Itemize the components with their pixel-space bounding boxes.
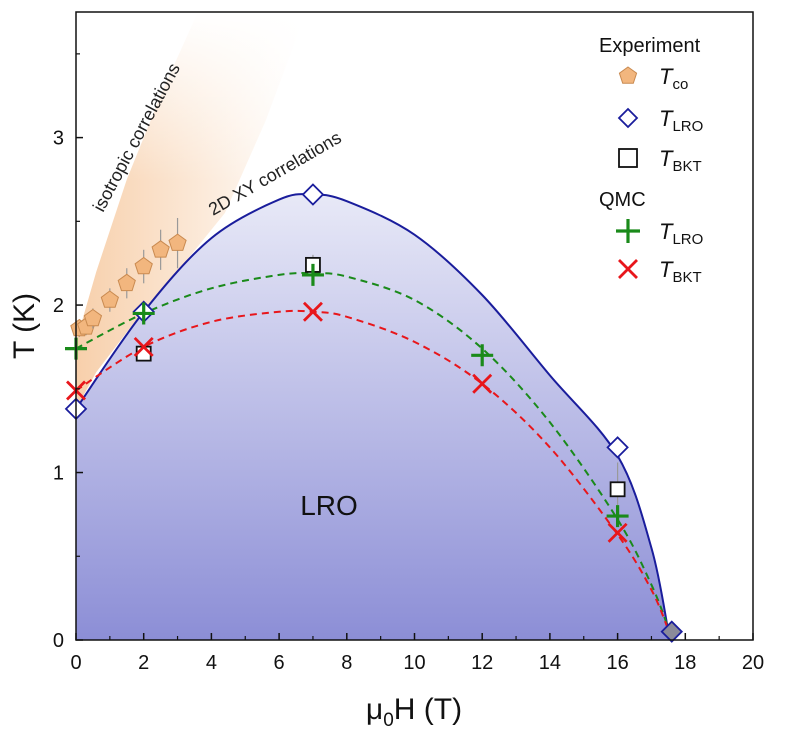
legend-title-experiment: Experiment <box>599 35 701 57</box>
x-tick-label: 14 <box>539 652 561 674</box>
lro-region-label: LRO <box>300 490 358 521</box>
y-tick-label: 1 <box>53 463 64 485</box>
tbkt-qmc-point <box>472 373 493 394</box>
qmc-lro-dashed-line <box>76 271 670 629</box>
legend-label: TBKT <box>659 257 702 286</box>
x-tick-label: 20 <box>742 652 764 674</box>
y-tick-label: 0 <box>53 630 64 652</box>
tco-point <box>151 240 170 258</box>
legend-label: TLRO <box>659 106 703 135</box>
x-tick-label: 16 <box>606 652 628 674</box>
legend-marker-pentagon <box>618 66 638 84</box>
tbkt-qmc-point <box>302 301 323 322</box>
legend-label: TBKT <box>659 146 702 175</box>
x-axis-label: μ0H (T) <box>366 693 462 731</box>
lro-region-fill <box>76 194 669 640</box>
tlro-exp-point <box>301 183 325 206</box>
legend-marker-square <box>618 148 638 168</box>
tlro-qmc-point <box>471 344 494 367</box>
tco-point <box>83 308 103 327</box>
x-tick-label: 10 <box>403 652 425 674</box>
legend-label: TLRO <box>659 219 703 248</box>
y-axis-label: T (K) <box>8 293 41 359</box>
legend-title-qmc: QMC <box>599 189 646 211</box>
x-tick-label: 2 <box>138 652 149 674</box>
x-tick-label: 18 <box>674 652 696 674</box>
tco-point <box>134 256 153 275</box>
tco-point <box>168 233 187 251</box>
tbkt-qmc-point <box>607 522 628 543</box>
y-tick-label: 3 <box>53 128 64 150</box>
legend-marker-plus <box>616 219 640 243</box>
tco-point <box>100 290 119 308</box>
tlro-qmc-point <box>606 505 629 528</box>
x-tick-label: 6 <box>274 652 285 674</box>
y-tick-label: 2 <box>53 295 64 317</box>
legend: Experiment QMC Tco TLRO TBKT TLRO TBKT <box>599 35 703 286</box>
tlro-exp-point <box>606 436 629 459</box>
correlation-band-fade <box>76 12 376 182</box>
tbkt-qmc-point <box>133 336 154 357</box>
x-tick-label: 12 <box>471 652 493 674</box>
tlro-exp-point <box>660 620 684 643</box>
x-tick-label: 8 <box>341 652 352 674</box>
lro-boundary-line <box>76 193 670 632</box>
legend-marker-cross <box>618 259 638 279</box>
x-tick-label: 0 <box>70 652 81 674</box>
tlro-qmc-point <box>132 302 155 325</box>
x-tick-label: 4 <box>206 652 217 674</box>
legend-marker-diamond <box>617 107 639 129</box>
legend-label: Tco <box>659 64 688 93</box>
tlro-qmc-point <box>301 263 324 286</box>
tbkt-exp-point <box>609 481 626 498</box>
qmc-bkt-dashed-line <box>76 309 670 631</box>
tco-point <box>117 273 136 292</box>
